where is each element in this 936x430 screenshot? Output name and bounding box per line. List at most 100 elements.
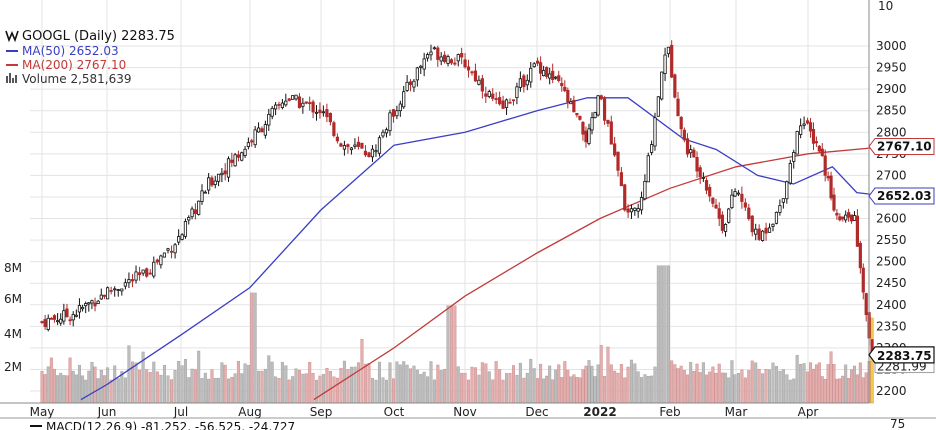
candle-body [578, 115, 582, 120]
candle-body [425, 54, 430, 59]
candle-body [134, 271, 138, 281]
volume-bar [318, 375, 322, 404]
volume-bar [636, 371, 640, 404]
candle-body [788, 162, 792, 184]
volume-bar [470, 366, 474, 404]
volume-bar [771, 362, 775, 404]
candle-body [829, 175, 833, 199]
volume-bar [633, 363, 637, 404]
candle-body [643, 180, 647, 200]
candle-body [190, 208, 194, 218]
candle-body [566, 89, 570, 103]
volume-bar [606, 346, 610, 404]
volume-bar [799, 364, 803, 404]
volume-bar [609, 364, 613, 404]
volume-bar [757, 368, 761, 404]
candle-body [826, 176, 830, 179]
volume-bar [663, 265, 667, 404]
candle-body [297, 96, 302, 109]
volume-bar [170, 379, 174, 404]
candle-body [443, 54, 447, 63]
candle-body [750, 215, 754, 233]
candle-body [487, 91, 491, 97]
volume-bar [90, 361, 94, 404]
volume-bar [349, 366, 353, 404]
volume-bar [193, 369, 197, 404]
candle-body [858, 242, 862, 269]
candle-body [339, 143, 343, 147]
candle-body [532, 63, 536, 68]
candle-body [408, 81, 413, 85]
volume-bar [230, 377, 234, 404]
candle-body [74, 314, 78, 317]
volume-bar [841, 375, 845, 404]
volume-bar [795, 354, 799, 404]
volume-bar [223, 364, 227, 404]
volume-bar [566, 369, 570, 404]
volume-bar [456, 366, 460, 404]
candle-body [767, 227, 772, 233]
volume-bar [405, 364, 409, 404]
candle-body [130, 279, 135, 282]
volume-bar [311, 373, 315, 404]
volume-bar [419, 374, 423, 404]
candle-body [332, 122, 336, 136]
candle-body [250, 140, 254, 143]
volume-bar [325, 368, 329, 404]
volume-legend-icon [6, 73, 17, 83]
candle-body [838, 216, 842, 221]
candle-body [754, 228, 758, 235]
volume-bar [277, 378, 281, 404]
volume-bar [253, 292, 257, 404]
candle-body [148, 272, 152, 275]
volume-bar [736, 373, 740, 404]
candle-body [723, 224, 728, 232]
ma200-value-tag-box [868, 137, 935, 155]
price-tick-label: 2900 [876, 82, 907, 96]
volume-bar [297, 370, 301, 404]
volume-bar [180, 365, 184, 404]
volume-bar [596, 364, 600, 404]
candle-body [778, 205, 782, 213]
candle-body [106, 287, 110, 300]
price-tick-label: 2850 [876, 104, 907, 118]
volume-bar [817, 362, 821, 404]
date-tick-label: Dec [525, 405, 548, 419]
candle-body [473, 70, 478, 82]
candle-body [557, 75, 561, 82]
volume-bar [563, 361, 567, 404]
candle-body [575, 112, 579, 116]
volume-bar [243, 363, 247, 404]
candle-body [328, 112, 332, 123]
candle-body [551, 70, 555, 80]
candle-body [639, 197, 644, 211]
candle-body [656, 96, 660, 117]
candle-body [169, 250, 174, 253]
candle-body [116, 289, 120, 291]
candle-body [774, 211, 779, 224]
volume-bar [599, 345, 603, 404]
candle-body [849, 214, 854, 222]
candle-body [814, 141, 819, 144]
volume-bar [754, 362, 758, 404]
volume-bar [847, 378, 851, 404]
volume-bar [714, 372, 718, 404]
candle-body [46, 317, 50, 330]
volume-bar [584, 365, 588, 404]
candle-body [419, 65, 423, 68]
candle-body [720, 214, 724, 231]
volume-bar [217, 377, 221, 404]
candle-body [120, 288, 124, 292]
candle-body [240, 152, 244, 161]
candle-body [811, 129, 816, 144]
volume-bar [764, 369, 768, 404]
volume-bar [695, 363, 699, 404]
ma200-line [313, 145, 888, 401]
candle-body [757, 228, 761, 240]
candle-body [398, 103, 402, 112]
volume-bar [102, 375, 106, 404]
candle-body [596, 95, 600, 116]
candle-body [494, 98, 498, 101]
volume-bar [213, 378, 217, 404]
volume-bar [328, 371, 332, 404]
